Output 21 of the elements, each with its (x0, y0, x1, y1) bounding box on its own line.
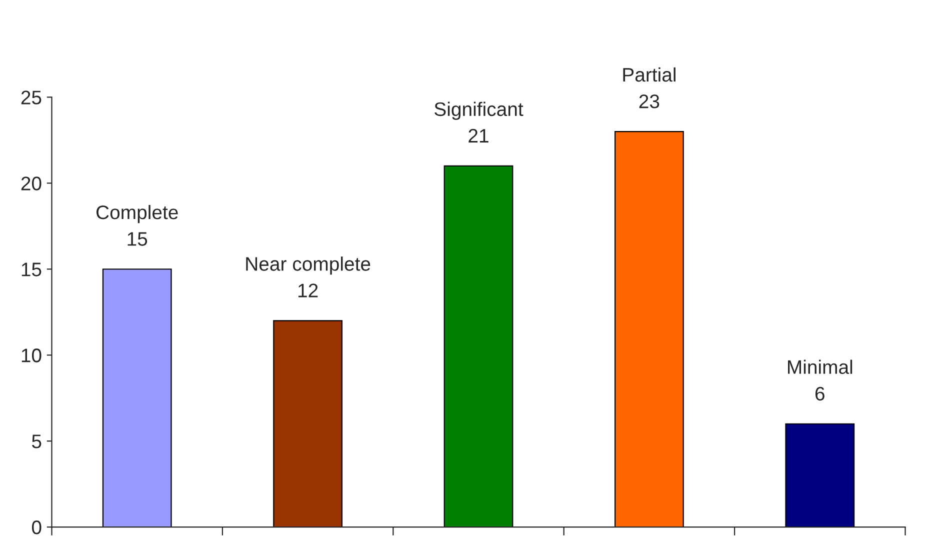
x-tick-label: Complete (96, 204, 178, 224)
bar (444, 165, 514, 528)
bar (102, 268, 172, 528)
y-tick-label: 5 (32, 434, 42, 448)
x-tick-label: Significant (434, 102, 524, 120)
y-tick-label: 0 (32, 520, 42, 534)
y-tick-label: 15 (22, 262, 42, 276)
bar (614, 131, 684, 528)
x-tick-label: Near complete (246, 256, 370, 275)
x-tick-label: Partial (623, 67, 676, 82)
y-tick-label: 25 (21, 90, 42, 104)
y-tick-label: 10 (22, 348, 42, 362)
data-label: 15 (128, 232, 148, 246)
y-tick-label: 20 (21, 176, 42, 190)
data-label: 23 (639, 94, 660, 108)
data-label: 12 (298, 284, 318, 298)
data-label: 6 (815, 386, 824, 401)
data-label: 21 (468, 128, 488, 142)
x-tick-label: Minimal (788, 360, 852, 374)
bar (785, 423, 855, 528)
bar (273, 320, 342, 528)
